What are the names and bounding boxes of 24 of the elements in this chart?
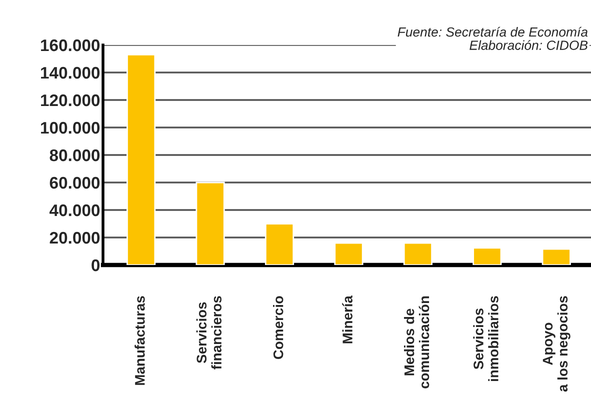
x-tick-label: Minería <box>342 295 352 344</box>
y-tick-label: 20.000 <box>50 232 100 244</box>
x-tick-label: Manufacturas <box>134 296 145 385</box>
y-tick-label: 100.000 <box>41 122 100 134</box>
y-tick-label: 60.000 <box>50 176 100 189</box>
y-tick-label: 140.000 <box>41 66 100 79</box>
y-tick-label: 120.000 <box>41 94 100 106</box>
bar <box>472 247 502 265</box>
bar <box>542 248 571 265</box>
annotation: Fuente: Secretaría de Economía Elaboración: CIDOB <box>398 26 588 50</box>
x-tick-label: Apoyo a los negocios <box>542 296 570 392</box>
x-tick-label: Comercio <box>273 296 284 360</box>
y-tick-label: 160.000 <box>41 39 100 52</box>
x-tick-label: Servicios financieros <box>196 296 222 370</box>
x-tick-label: Servicios inmobiliarios <box>473 296 498 382</box>
bar <box>126 54 156 265</box>
bar <box>196 182 225 265</box>
bar <box>264 223 294 265</box>
y-tick-label: 80.000 <box>50 149 100 162</box>
bar <box>403 242 432 265</box>
y-tick-label: 0 <box>92 259 100 272</box>
bar <box>334 242 364 265</box>
x-tick-label: Medios de comunicación <box>404 296 430 388</box>
y-tick-label: 40.000 <box>50 204 100 216</box>
